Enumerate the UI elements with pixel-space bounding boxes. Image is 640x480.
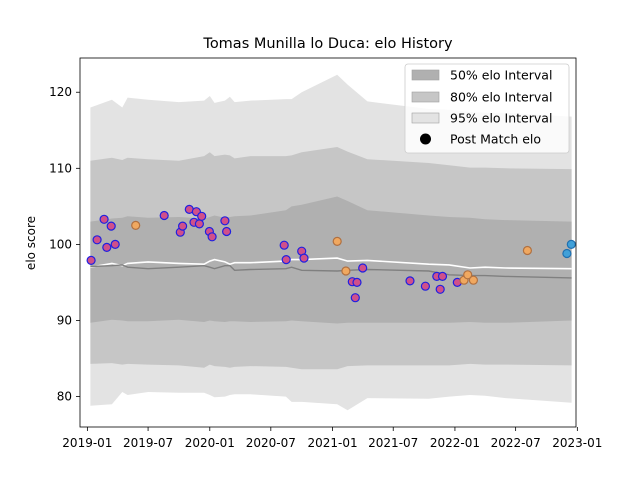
elo-point <box>332 236 342 246</box>
legend-label: 95% elo Interval <box>450 111 552 126</box>
x-tick-label: 2021-01 <box>307 436 357 450</box>
elo-point <box>222 226 232 237</box>
y-tick-label: 100 <box>49 237 72 251</box>
elo-point <box>522 245 533 256</box>
legend-label: Post Match elo <box>450 132 541 147</box>
series-line-white <box>90 257 572 270</box>
elo-point <box>358 263 368 273</box>
elo-point <box>220 216 230 226</box>
x-tick-label: 2020-07 <box>246 436 296 450</box>
legend-swatch <box>411 69 440 81</box>
chart-title: Tomas Munilla lo Duca: elo History <box>202 36 453 52</box>
y-axis-label: elo score <box>24 216 38 270</box>
elo-point <box>352 277 362 287</box>
plot-frame <box>79 57 577 428</box>
elo-point <box>279 240 289 250</box>
x-tick-label: 2022-01 <box>430 436 480 450</box>
elo-point <box>197 211 207 221</box>
elo-point <box>299 253 309 263</box>
series-line-grey <box>90 264 572 279</box>
legend-label: 80% elo Interval <box>450 90 552 105</box>
elo-point <box>86 255 96 265</box>
legend-frame <box>404 63 570 154</box>
y-tick-label: 80 <box>57 390 72 404</box>
elo-point <box>92 235 102 245</box>
y-tick-label: 110 <box>49 161 72 175</box>
x-tick-label: 2021-07 <box>368 436 418 450</box>
y-tick-label: 90 <box>57 313 72 327</box>
legend-label: 50% elo Interval <box>450 68 552 83</box>
x-tick-label: 2019-01 <box>62 436 112 450</box>
elo-point <box>562 248 572 259</box>
elo-point <box>110 239 120 249</box>
elo-point <box>468 275 478 285</box>
x-tick-label: 2022-07 <box>491 436 541 450</box>
elo-point <box>194 219 204 229</box>
elo-point <box>341 266 351 276</box>
elo-point <box>350 293 360 303</box>
elo-point <box>437 271 448 281</box>
elo-point <box>435 284 445 294</box>
y-tick-label: 120 <box>49 85 72 99</box>
elo-point <box>207 232 217 242</box>
elo-point <box>131 220 141 230</box>
elo-point <box>405 276 415 286</box>
elo-point <box>463 270 473 280</box>
legend: 50% elo Interval 80% elo Interval 95% elo … <box>404 63 570 154</box>
elo-point <box>566 239 576 249</box>
legend-swatch <box>411 91 440 103</box>
x-tick-label: 2023-01 <box>552 436 602 450</box>
legend-swatch <box>411 112 440 124</box>
legend-marker <box>420 133 431 145</box>
elo-point <box>106 221 116 231</box>
elo-point <box>420 281 430 291</box>
elo-point <box>102 242 112 252</box>
x-tick-label: 2020-01 <box>185 436 235 450</box>
elo-point <box>159 210 169 221</box>
x-tick-label: 2019-07 <box>123 436 173 450</box>
elo-point <box>281 255 291 265</box>
elo-point <box>178 221 188 231</box>
elo-point <box>99 214 109 224</box>
